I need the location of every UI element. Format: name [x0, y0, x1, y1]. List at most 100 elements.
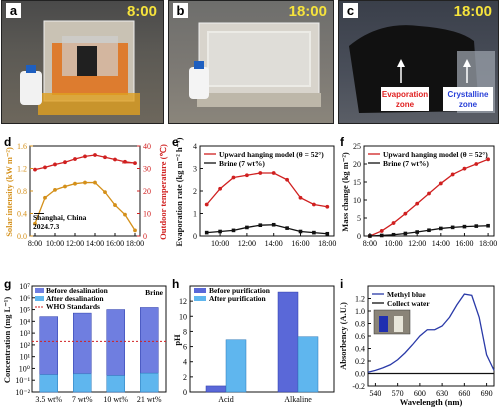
panel-h-bar-after	[225, 339, 247, 393]
panel-d-solar-point	[33, 221, 37, 226]
panel-d-xtick-label: 8:00	[28, 239, 42, 248]
panel-i-ytick-label: 0.6	[355, 332, 365, 341]
panel-f-series-1-point	[474, 224, 479, 228]
panel-d-left-ytick-label: 0.4	[17, 210, 27, 219]
panel-d-temp-point	[113, 157, 117, 162]
panel-d-solar-point	[123, 212, 127, 217]
panel-d-temp-point	[93, 153, 97, 157]
panel-f-xtick-label: 10:00	[384, 239, 402, 248]
panel-h-bar-before	[205, 385, 227, 393]
panel-i-ytick-label: 1.0	[355, 307, 365, 316]
panel-d-solar-point	[53, 187, 57, 192]
panel-g-bar-after	[73, 373, 92, 393]
panel-f-ytick-label: 5	[357, 214, 361, 223]
panel-d-xtick-label: 10:00	[46, 239, 64, 248]
panel-f-ytick-label: 10	[353, 196, 361, 205]
panel-f-series-1-point	[368, 234, 372, 238]
panel-i-ytick-label: 0.8	[355, 320, 365, 329]
panel-f-series-1-point	[427, 228, 431, 233]
panel-g-ytick-label: 10⁶	[19, 294, 30, 303]
panel-d-temp-point	[43, 165, 47, 170]
panel-f-series-0-point	[486, 157, 490, 162]
panel-f-legend-label-0: Upward hanging model (θ = 52°)	[383, 150, 488, 159]
panel-g-legend-label-who: WHO Standards	[46, 302, 100, 311]
panel-h-ytick-label: 10	[179, 312, 187, 321]
panel-i-ytick-label: 0.4	[355, 345, 365, 354]
panel-g-frame	[31, 285, 167, 393]
panel-e-series-1-point	[298, 229, 303, 234]
panel-g-ylabel: Concentration (mg L⁻¹)	[2, 297, 12, 384]
panel-d-xtick-label: 16:00	[106, 239, 124, 248]
panel-d-xtick-label: 12:00	[66, 239, 84, 248]
panel-f-series-1-point	[403, 231, 408, 236]
panel-i-xtick-label: 540	[369, 389, 381, 398]
panel-d-xtick-label: 18:00	[126, 239, 144, 248]
panel-g-ytick-label: 10⁻¹	[15, 376, 30, 385]
panel-f-series-1-point	[415, 230, 419, 234]
panel-g-xtick-label: 21 wt%	[137, 395, 162, 404]
panel-e-ylabel: Evaporation rate (kg m⁻² h⁻¹)	[174, 137, 184, 246]
panel-h-xtick-label: Acid	[218, 395, 234, 404]
photo-c-scene: Evaporation zone Crystalline zone	[349, 25, 495, 113]
panel-d-left-ytick-label: 0.0	[17, 232, 27, 241]
panel-e-series-1-line	[206, 224, 328, 235]
panel-f-legend-label-1: Brine (7 wt%)	[383, 159, 429, 168]
panel-g-ytick-label: 10⁰	[19, 364, 30, 373]
panel-i-xtick-label: 600	[414, 389, 426, 398]
photo-b-letter: b	[173, 3, 188, 18]
photo-a-letter: a	[6, 3, 21, 18]
panel-d-xtick-label: 14:00	[86, 239, 104, 248]
panel-e-series-1-point	[312, 230, 316, 235]
panel-g-ytick-label: 10³	[20, 329, 31, 338]
panel-f-series-1-point	[450, 225, 455, 230]
zone-right-text: Crystalline	[448, 90, 489, 99]
photo-a-scene	[20, 20, 140, 115]
panel-f-series-1-point	[439, 226, 443, 231]
panel-e-series-0-point	[271, 171, 276, 175]
panel-e-ytick-label: 3	[193, 165, 197, 174]
panel-f-series-0-point	[391, 221, 396, 225]
panel-d-solar-point	[83, 180, 87, 185]
panel-d-temp-point	[73, 157, 77, 161]
panel-f-series-1-point	[379, 233, 384, 238]
panel-g-letter: g	[4, 277, 11, 291]
panel-h-legend-label-1: After purification	[209, 294, 267, 303]
panel-d-solar-point	[43, 195, 47, 200]
panel-h-xtick-label: Alkaline	[284, 395, 312, 404]
panel-d-annotation: Shanghai, China	[33, 213, 87, 222]
photo-a-time: 8:00	[126, 3, 157, 20]
panel-h-ylabel: pH	[172, 334, 182, 346]
panel-g-ytick-label: 10⁴	[19, 317, 30, 326]
panel-f-series-0-point	[462, 166, 467, 171]
panel-i-xtick-label: 630	[436, 389, 448, 398]
panel-f-series-0-point	[403, 211, 408, 216]
panel-d-solar-point	[63, 184, 67, 189]
panel-g-ytick-label: 10¹	[20, 353, 31, 362]
panel-g-legend-label-1: After desalination	[46, 294, 104, 303]
panel-i-ytick-label: -0.2	[352, 382, 365, 391]
panel-f-series-1-point	[486, 223, 490, 228]
panel-f-series-0-point	[379, 229, 384, 233]
panel-f-series-0-line	[369, 158, 489, 237]
panel-f-ytick-label: 20	[353, 160, 361, 169]
panel-e-ytick-label: 4	[193, 142, 197, 151]
panel-f-ytick-label: 15	[353, 178, 361, 187]
panel-f-series-0-point	[438, 181, 443, 186]
panel-d-solar-point	[73, 181, 77, 186]
panel-h-ytick-label: 4	[183, 358, 187, 367]
panel-d-right-ytick-label: 20	[143, 187, 151, 196]
panel-d-solar-point	[103, 190, 107, 195]
panel-f-ytick-label: 25	[353, 142, 361, 151]
panel-f-xtick-label: 16:00	[455, 239, 473, 248]
panel-g-ytick-label: 10²	[20, 341, 31, 350]
panel-e-legend-label-1: Brine (7 wt%)	[219, 159, 265, 168]
panel-i-xlabel: Wavelength (nm)	[400, 397, 463, 407]
panel-h-bar-after	[297, 336, 319, 393]
panel-d-right-ytick-label: 10	[143, 210, 151, 219]
photo-b-scene	[189, 22, 321, 107]
panel-f-ylabel: Mass change (kg m⁻²)	[340, 152, 350, 232]
panel-d-temp-point	[63, 160, 67, 165]
panel-h-bar-before	[277, 291, 299, 393]
panel-g-legend-swatch-1	[35, 296, 44, 301]
